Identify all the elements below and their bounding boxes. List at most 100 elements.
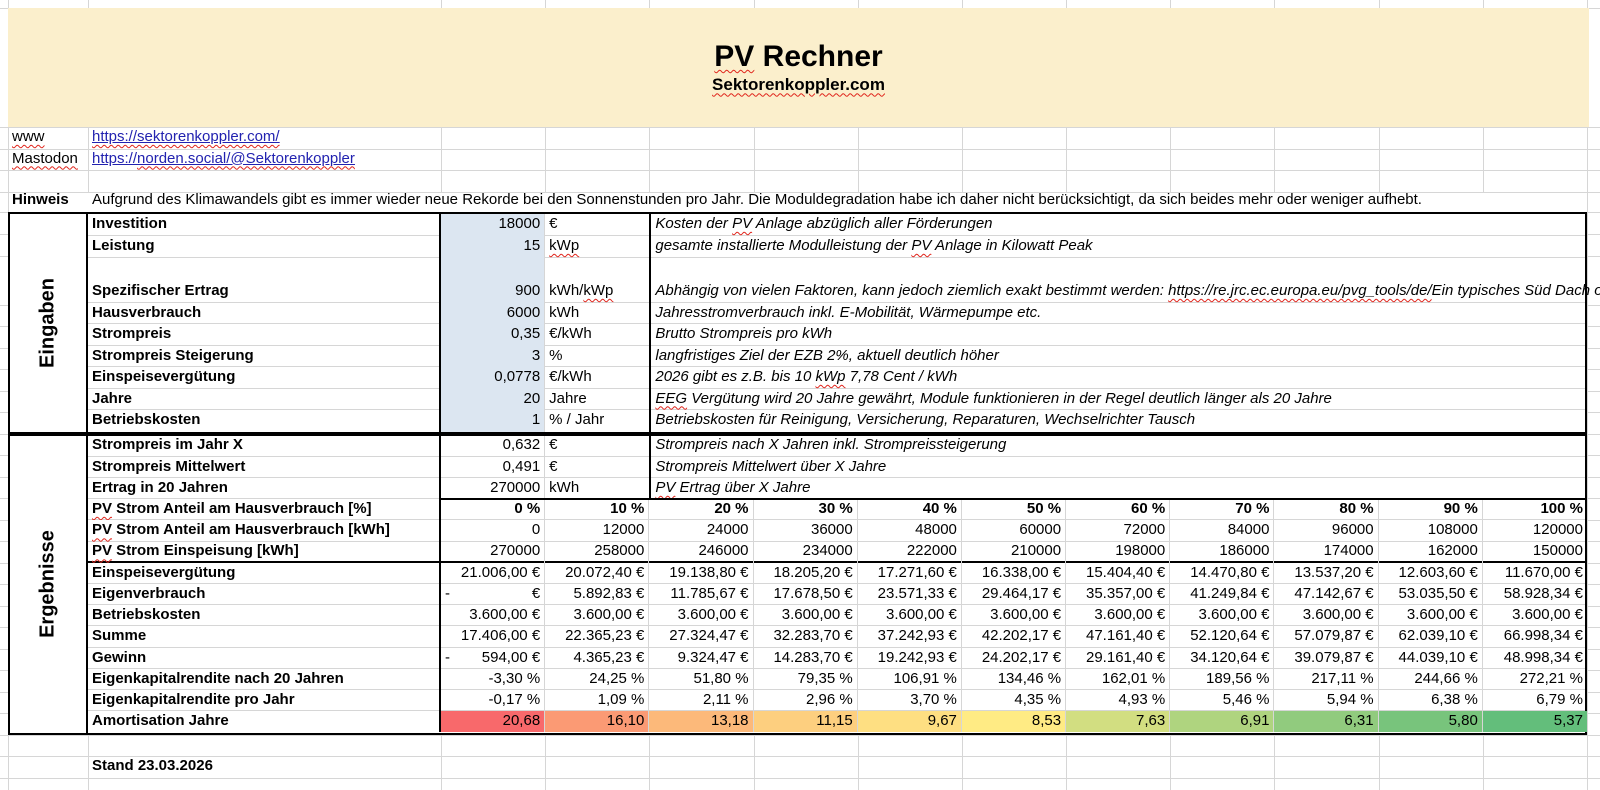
table-cell: 5,46 % [1170, 690, 1275, 712]
table-cell: 48.998,34 € [1503, 648, 1583, 666]
ergebnisse-section: Ergebnisse Strompreis im Jahr X 0,632 € Stro… [8, 433, 1587, 735]
table-cell: 162000 [1379, 541, 1483, 563]
row-label-eigenkapitalrendite-pro-jahr: Eigenkapitalrendite pro Jahr [88, 690, 441, 712]
table-cell: 174000 [1274, 541, 1379, 563]
table-cell: 17.271,60 € [858, 562, 962, 584]
gridline [0, 756, 1600, 757]
unit-cell-strompreis-mittelwert: € [549, 457, 558, 475]
table-cell: 29.161,40 € [1066, 647, 1171, 669]
comment-strompreis: Brutto Strompreis pro kWh [649, 324, 1585, 346]
comment-betriebskosten: Betriebskosten für Reinigung, Versicheru… [649, 410, 1585, 432]
table-cell: 35.357,00 € [1066, 584, 1171, 606]
table-cell: 47.161,40 € [1066, 626, 1171, 648]
table-cell: 3.600,00 € [1170, 605, 1275, 627]
row-label-betriebskosten: Betriebskosten [88, 605, 441, 627]
row-label-www: www [12, 128, 45, 146]
row-label-strompreis-im-jahr-x: Strompreis im Jahr X [88, 435, 441, 457]
gridline [0, 148, 1600, 150]
input-cell-jahre[interactable]: 20 [441, 388, 546, 410]
table-cell: 222000 [858, 541, 962, 563]
table-cell: 21.006,00 € [441, 562, 546, 584]
table-cell: 79,35 % [754, 668, 858, 691]
table-row-eigenverbrauch: Eigenverbrauch - €5.892,83 €11.785,67 €17.… [88, 584, 1585, 606]
eingaben-section: Eingaben Investition 18000 € Kosten der PV A… [8, 211, 1600, 434]
comment-strompreis-mittelwert: Strompreis Mittelwert über X Jahre [649, 456, 1585, 478]
input-cell-hausverbrauch[interactable]: 6000 [441, 302, 546, 324]
row-strompreis-steigerung: Strompreis Steigerung 3% langfristiges Zie… [88, 345, 1585, 367]
table-cell: 120000 [1532, 521, 1583, 539]
table-cell: 100 % [1540, 500, 1583, 518]
row-label-strompreis: Strompreis [88, 324, 441, 346]
input-cell-investition[interactable]: 18000 [441, 213, 546, 236]
table-cell: 186000 [1170, 541, 1275, 563]
row-label-mastodon: Mastodon [12, 149, 78, 167]
black-separator [439, 498, 1585, 501]
row-label-investition: Investition [88, 213, 441, 236]
table-cell: 47.142,67 € [1274, 584, 1379, 606]
row-label-spezifischer-ertrag: Spezifischer Ertrag [88, 257, 441, 303]
row-leistung: Leistung 15 kWp gesamte installierte Modull… [88, 235, 1585, 258]
table-cell: 3,70 % [858, 690, 962, 712]
table-cell: 14.283,70 € [754, 647, 858, 669]
link-cell: https://norden.social/@Sektorenkoppler [88, 149, 441, 171]
table-cell: 23.571,33 € [858, 584, 962, 606]
comment-strompreis-steigerung: langfristiges Ziel der EZB 2%, aktuell d… [649, 345, 1585, 367]
table-cell: 246000 [649, 541, 754, 563]
row-ertrag-in-20-jahren: Ertrag in 20 Jahren 270000 kWh PV Ertrag üb… [88, 477, 1585, 500]
page-title: PV Rechner [714, 40, 883, 74]
input-cell-betriebskosten[interactable]: 1 [441, 410, 546, 432]
table-cell: 162,01 % [1066, 668, 1171, 691]
table-cell: 189,56 % [1170, 668, 1275, 691]
table-cell: 3.600,00 € [441, 605, 546, 627]
gridline [0, 191, 1600, 193]
row-label-betriebskosten: Betriebskosten [88, 410, 441, 432]
table-cell: 217,11 % [1274, 668, 1379, 691]
table-cell: 42.202,17 € [962, 626, 1067, 648]
row-spezifischer-ertrag: Spezifischer Ertrag 900 kWh/kWp Abhängig vo… [88, 257, 1600, 303]
amortisation-cell: 13,18 [649, 711, 754, 733]
amortisation-cell: 7,63 [1066, 711, 1171, 733]
gridline [0, 127, 1600, 128]
amortisation-cell: 11,15 [753, 711, 858, 733]
row-label-summe: Summe [88, 626, 441, 648]
row-strompreis-mittelwert: Strompreis Mittelwert 0,491 € Strompreis Mi… [88, 456, 1585, 478]
table-cell: 272,21 % [1519, 669, 1583, 687]
table-cell: 19.138,80 € [649, 562, 754, 584]
table-cell: 72000 [1066, 520, 1171, 542]
table-cell: 3.600,00 € [858, 605, 962, 627]
section-label-ergebnisse: Ergebnisse [10, 435, 88, 733]
link-mastodon[interactable]: https://norden.social/@Sektorenkoppler [92, 149, 355, 167]
table-cell: 24000 [649, 520, 754, 542]
row-label-gewinn: Gewinn [88, 647, 441, 669]
amortisation-cell: 5,80 [1378, 711, 1483, 733]
table-cell: 52.120,64 € [1170, 626, 1275, 648]
row-strompreis-im-jahr-x: Strompreis im Jahr X 0,632 € Strompreis nac… [88, 435, 1585, 457]
amortisation-cell: 5,37 [1482, 711, 1587, 733]
row-label-eigenkapitalrendite-nach-20-jahren: Eigenkapitalrendite nach 20 Jahren [88, 668, 441, 691]
comment-strompreis-im-jahr-x: Strompreis nach X Jahren inkl. Stromprei… [649, 435, 1585, 457]
input-cell-strompreis[interactable]: 0,35 [441, 324, 546, 346]
link-www[interactable]: https://sektorenkoppler.com/ [92, 128, 280, 146]
input-cell-einspeisevergütung[interactable]: 0,0778 [441, 367, 546, 389]
table-cell: 270000 [441, 541, 546, 563]
table-cell: 3.600,00 € [649, 605, 754, 627]
title-banner: PV Rechner Sektorenkoppler.com [8, 8, 1589, 127]
table-cell: 150000 [1532, 542, 1583, 560]
table-row-pv-strom-anteil-am-hausverbrauch-kwh: PV Strom Anteil am Hausverbrauch [kWh] 0 1… [88, 520, 1585, 542]
section-label-ergebnisse-text: Ergebnisse [36, 530, 59, 638]
row-hausverbrauch: Hausverbrauch 6000 kWh Jahresstromverbrauch… [88, 302, 1585, 324]
table-cell: -594,00 € [441, 647, 546, 669]
section-label-eingaben-text: Eingaben [36, 277, 59, 368]
table-cell: 62.039,10 € [1379, 626, 1483, 648]
input-cell-spezifischer-ertrag[interactable]: 900 [441, 257, 546, 303]
input-cell-ertrag-in-20-jahren: 270000 [441, 477, 546, 500]
unit-cell-ertrag-in-20-jahren: kWh [549, 478, 580, 496]
row-strompreis: Strompreis 0,35 €/kWh Brutto Strompreis pro… [88, 324, 1585, 346]
table-row-einspeisevergütung: Einspeisevergütung 21.006,00 €20.072,40 €… [88, 562, 1585, 584]
table-cell: 24,25 % [545, 668, 650, 691]
comment-ertrag-in-20-jahren: PV Ertrag über X Jahre [649, 477, 1585, 500]
input-cell-leistung[interactable]: 15 [441, 235, 546, 258]
table-cell: 66.998,34 € [1503, 627, 1583, 645]
input-cell-strompreis-steigerung[interactable]: 3 [441, 345, 546, 367]
amortisation-cell: 8,53 [961, 711, 1067, 733]
